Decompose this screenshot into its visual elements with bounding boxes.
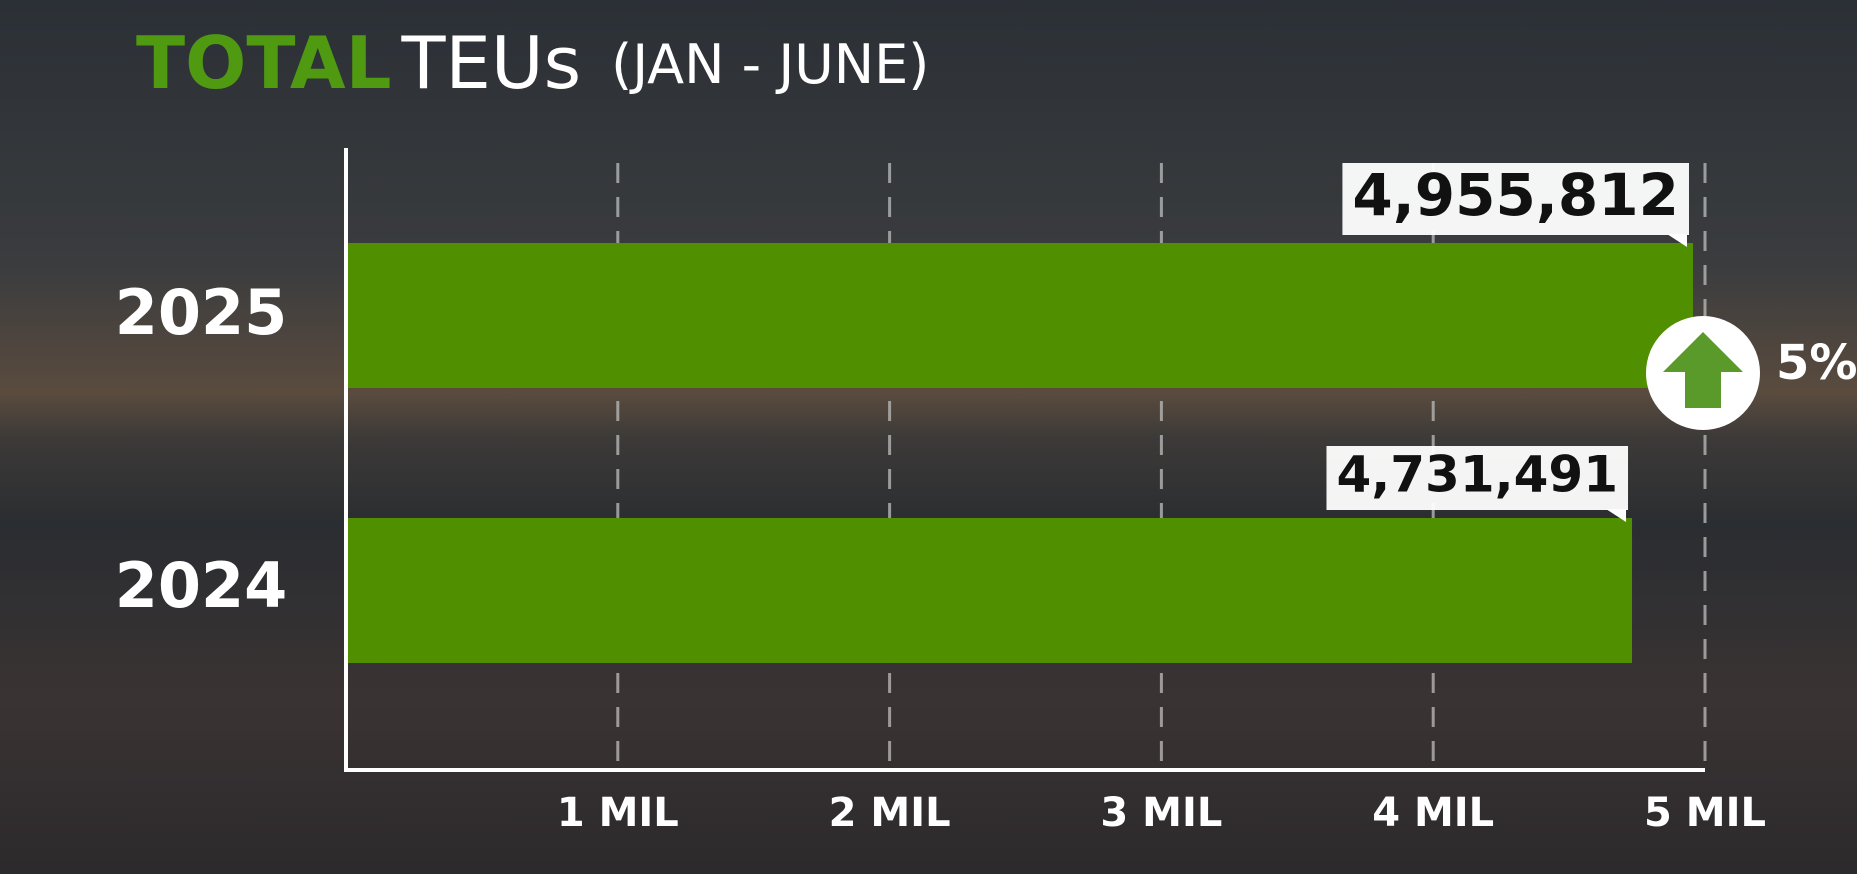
x-tick-label: 3 MIL — [1100, 790, 1222, 836]
x-tick-label: 1 MIL — [557, 790, 679, 836]
category-label: 2025 — [115, 276, 288, 349]
x-tick-label: 5 MIL — [1644, 790, 1766, 836]
chart: TOTALTEUs (JAN - JUNE) 1 MIL 2 MIL 3 MIL 4 M… — [0, 0, 1857, 874]
value-label-text: 4,731,491 — [1336, 446, 1618, 504]
title-main: TEUs — [400, 21, 581, 105]
change-label: 5% — [1776, 335, 1857, 391]
page: TOTALTEUs (JAN - JUNE) 1 MIL 2 MIL 3 MIL 4 M… — [0, 0, 1857, 874]
category-label: 2024 — [115, 549, 288, 622]
bar — [348, 518, 1632, 663]
background — [0, 0, 1857, 874]
title-period: (JAN - JUNE) — [611, 33, 929, 96]
bar — [348, 243, 1693, 388]
x-tick-label: 4 MIL — [1372, 790, 1494, 836]
x-tick-label: 2 MIL — [829, 790, 951, 836]
title-highlight: TOTAL — [136, 21, 391, 105]
value-label-text: 4,955,812 — [1352, 161, 1679, 229]
value-label: 4,955,812 — [1342, 161, 1689, 247]
